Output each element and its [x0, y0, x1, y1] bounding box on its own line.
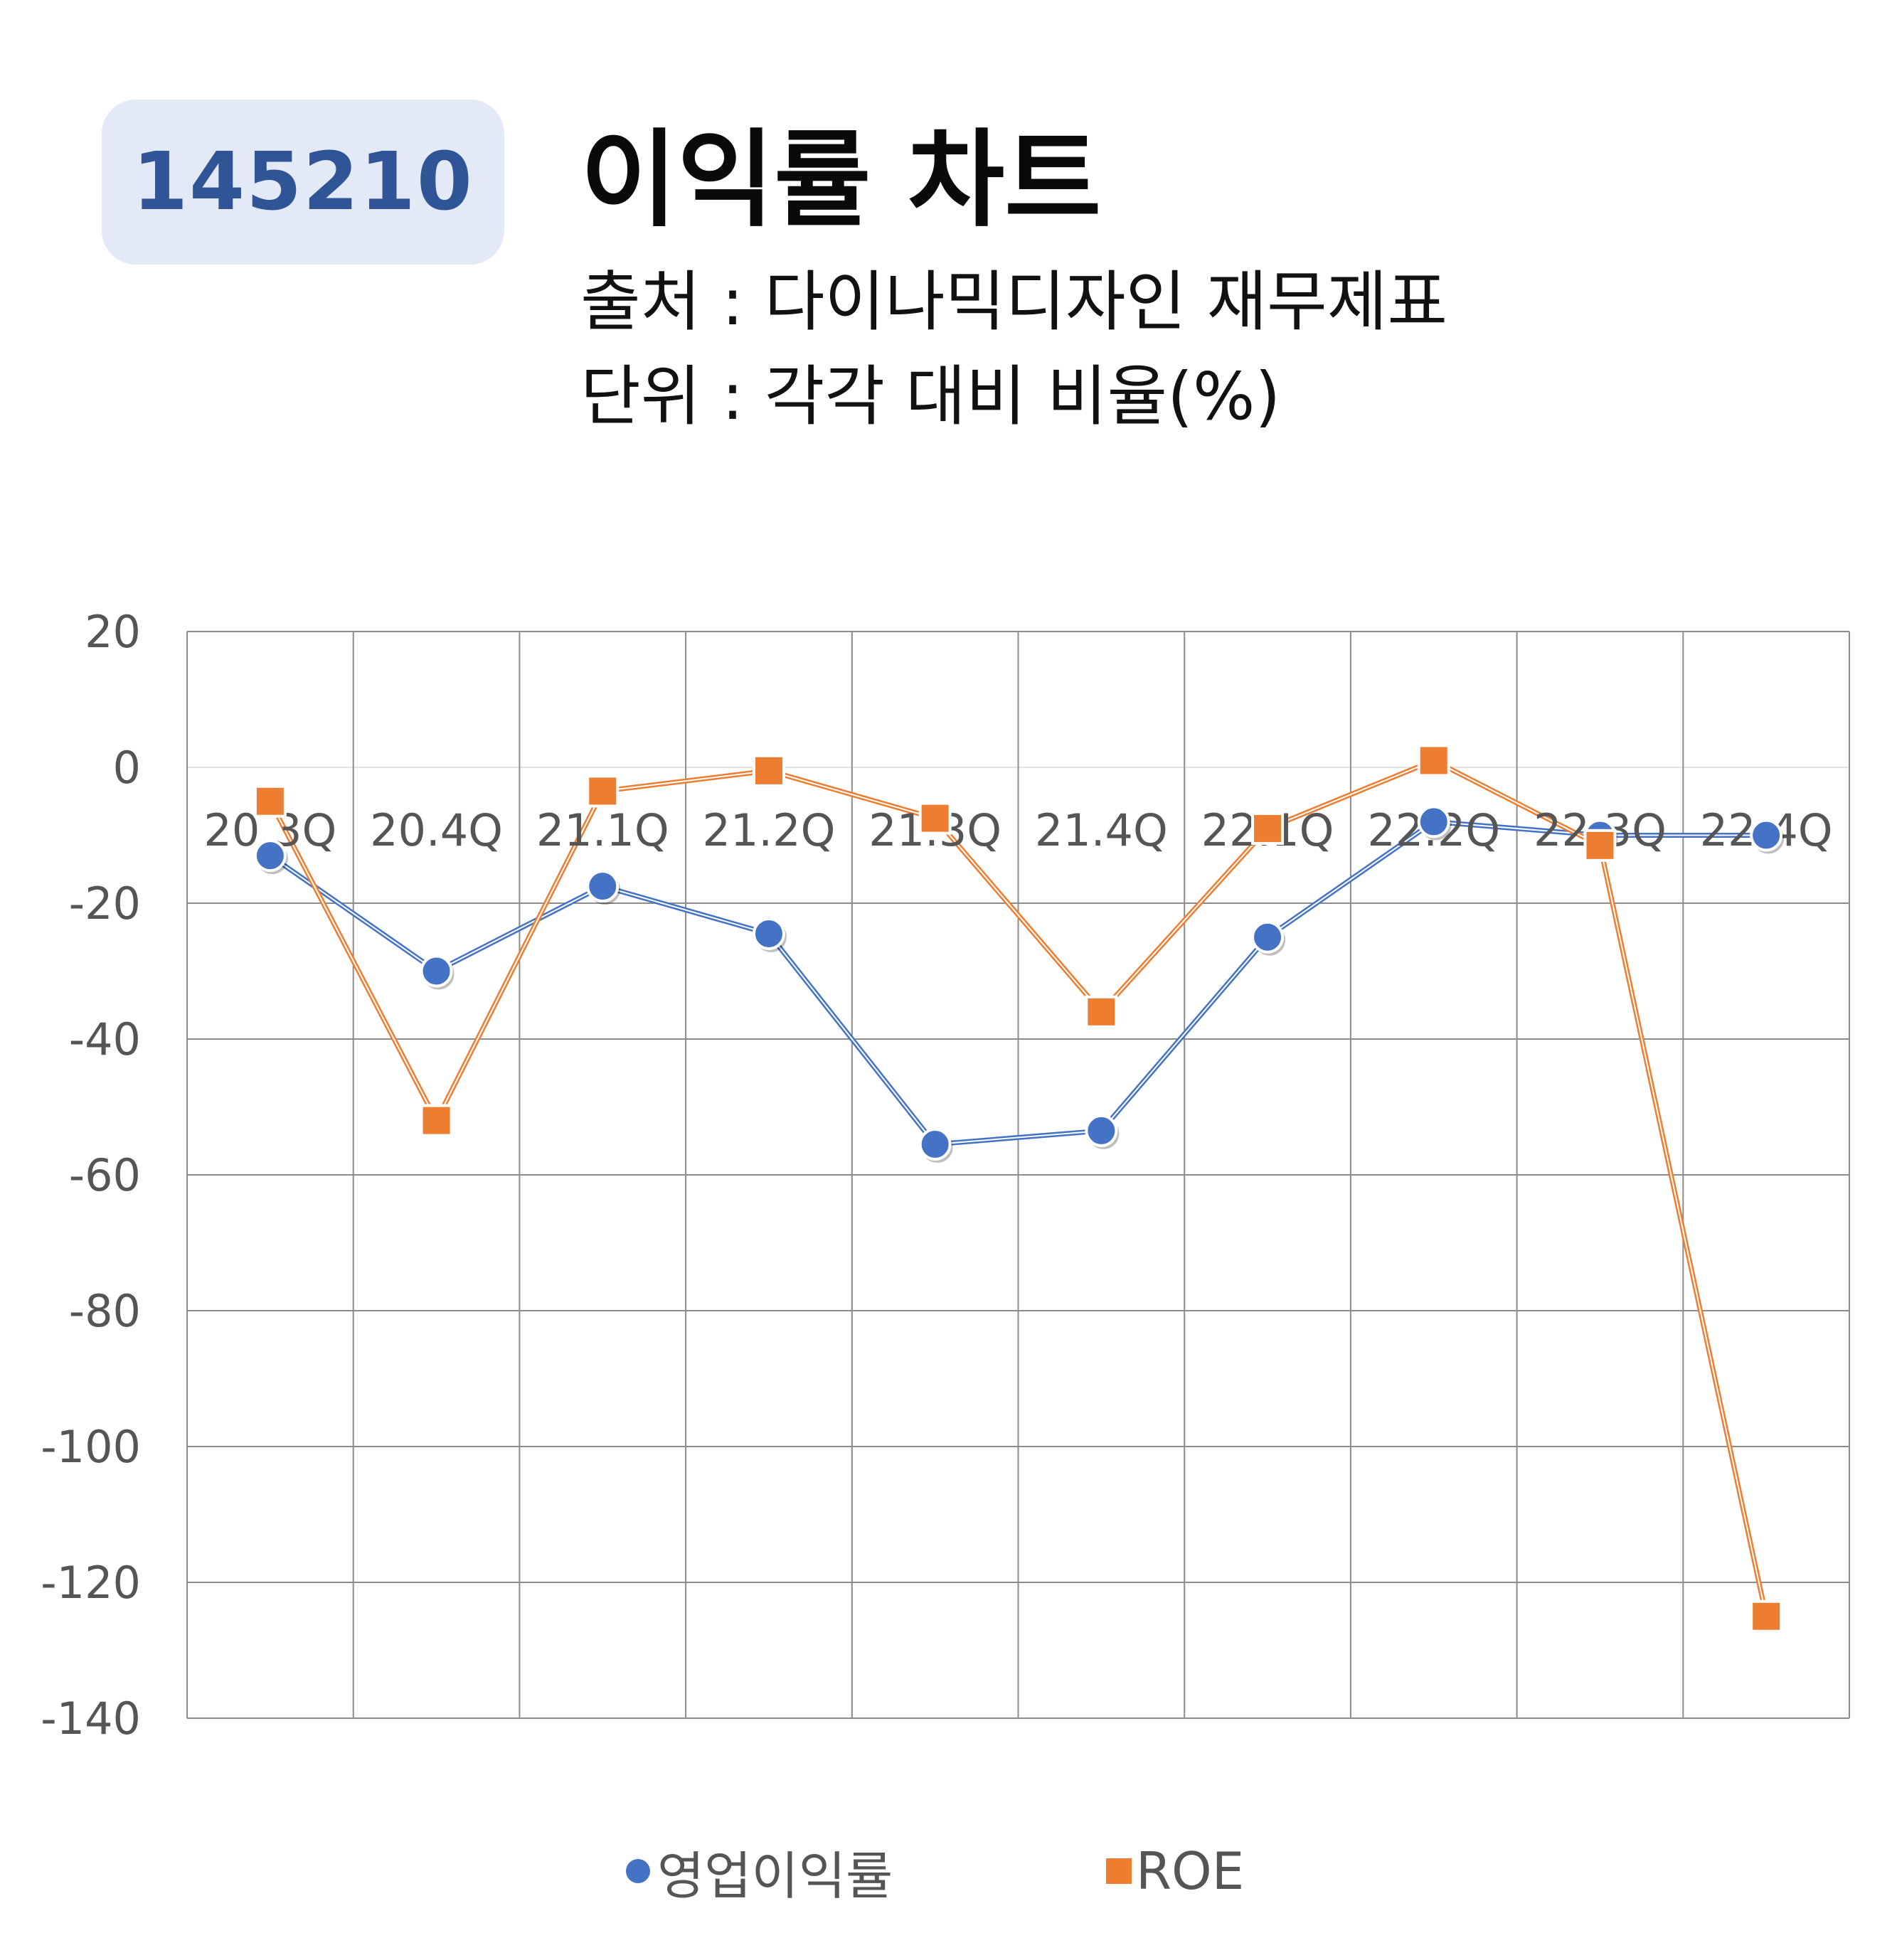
- y-tick-label: -80: [69, 1285, 141, 1337]
- chart-legend: 영업이익률 ROE: [0, 1832, 1897, 1910]
- stock-code: 145210: [132, 136, 474, 228]
- x-tick-label: 20.4Q: [370, 804, 503, 856]
- y-axis-labels: 20 0 -20 -40 -60 -80 -100 -120 -140: [41, 606, 141, 1745]
- y-tick-label: -20: [69, 878, 141, 930]
- data-point-square: [1583, 829, 1617, 862]
- x-tick-label: 21.2Q: [703, 804, 836, 856]
- series-lines: [267, 757, 1769, 1617]
- data-point-square: [253, 784, 287, 818]
- legend-item-operating-margin: 영업이익률: [626, 1832, 893, 1910]
- unit-text: 단위 : 각각 대비 비율(%): [580, 358, 1281, 435]
- data-point-square: [586, 774, 620, 808]
- data-point-circle: [253, 839, 287, 873]
- data-point-circle: [586, 870, 620, 903]
- legend-item-roe: ROE: [1106, 1832, 1244, 1910]
- data-point-square: [1750, 1599, 1783, 1633]
- y-tick-label: -100: [41, 1421, 141, 1473]
- data-point-square: [1251, 811, 1285, 845]
- data-point-circle: [1085, 1114, 1118, 1147]
- y-tick-label: -40: [69, 1013, 141, 1065]
- y-tick-label: 20: [85, 606, 141, 658]
- data-point-square: [420, 1104, 453, 1137]
- data-point-square: [752, 754, 785, 787]
- data-point-square: [1417, 744, 1450, 777]
- data-point-circle: [1750, 819, 1783, 852]
- data-point-circle: [1417, 805, 1450, 838]
- data-point-circle: [752, 917, 785, 950]
- data-point-circle: [918, 1128, 952, 1161]
- x-tick-label: 21.1Q: [536, 804, 669, 856]
- y-tick-label: 0: [113, 742, 141, 794]
- series-line: [270, 821, 1767, 1146]
- source-text: 출처 : 다이나믹디자인 재무제표: [580, 264, 1448, 340]
- square-marker-icon: [1106, 1858, 1132, 1884]
- series-markers: [253, 744, 1785, 1633]
- legend-label: ROE: [1136, 1841, 1245, 1901]
- y-tick-label: -120: [41, 1557, 141, 1609]
- x-tick-label: 21.4Q: [1035, 804, 1168, 856]
- y-tick-label: -60: [69, 1149, 141, 1201]
- data-point-square: [918, 801, 952, 835]
- series-line: [269, 760, 1768, 1617]
- data-point-circle: [1251, 920, 1285, 954]
- legend-label: 영업이익률: [657, 1846, 893, 1906]
- page-title: 이익률 차트: [580, 119, 1102, 241]
- y-tick-label: -140: [41, 1693, 141, 1745]
- chart-grid: [186, 631, 1850, 1719]
- stock-code-badge: 145210: [102, 100, 504, 265]
- circle-marker-icon: [626, 1859, 650, 1883]
- data-point-circle: [420, 954, 453, 988]
- data-point-square: [1085, 995, 1118, 1028]
